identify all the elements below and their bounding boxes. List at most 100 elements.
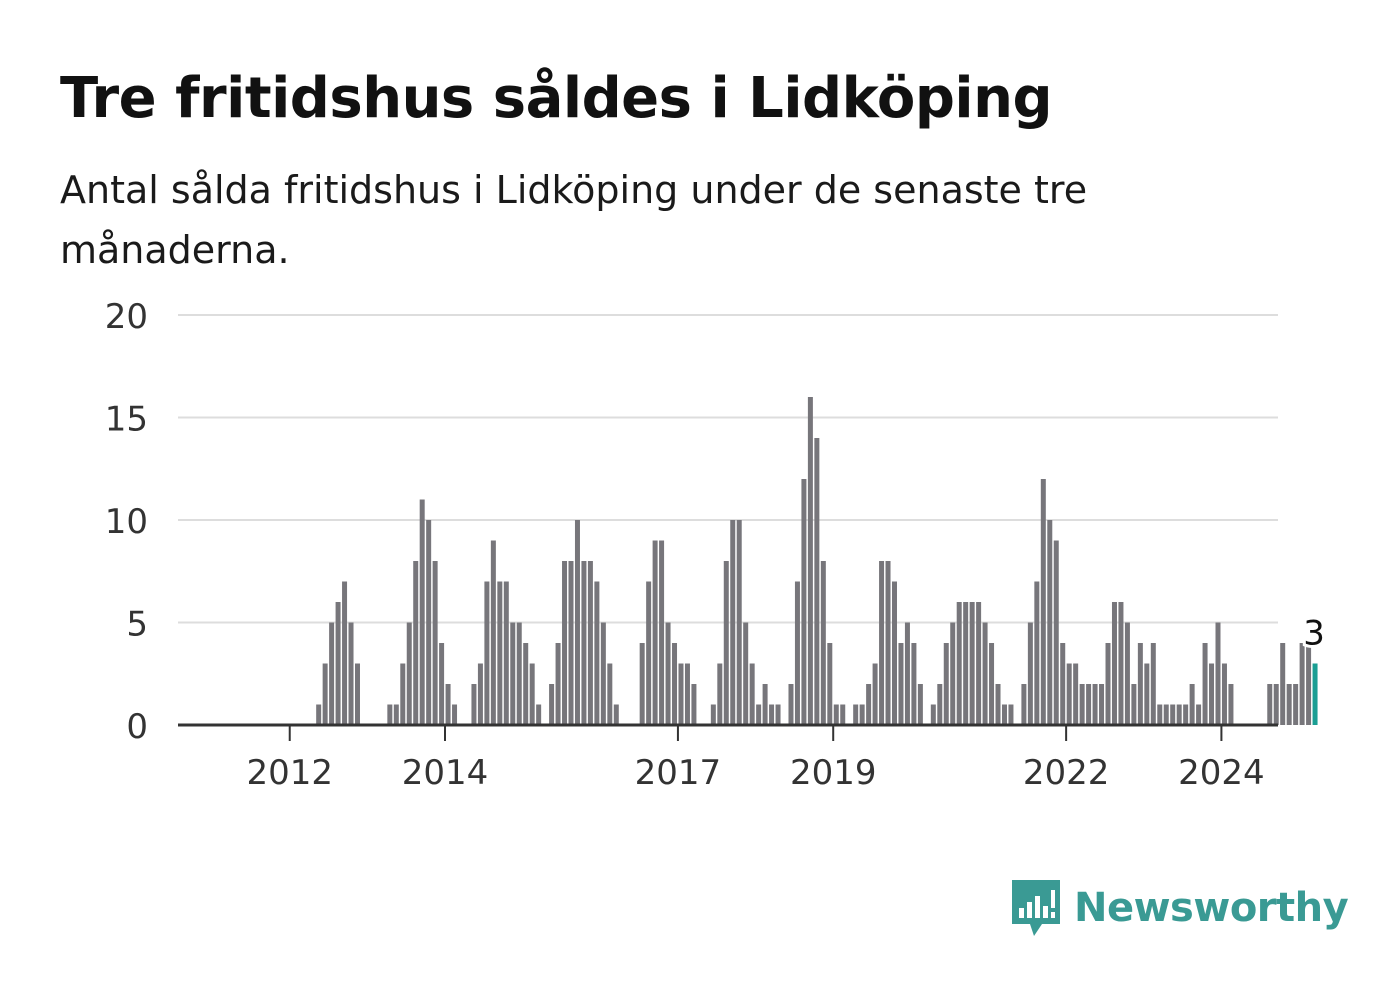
bar bbox=[646, 581, 652, 725]
bar bbox=[562, 561, 568, 725]
bar bbox=[536, 704, 542, 725]
bar bbox=[943, 643, 949, 725]
bar bbox=[387, 704, 393, 725]
bar bbox=[1034, 581, 1040, 725]
bar bbox=[1267, 684, 1273, 725]
bar bbox=[749, 663, 755, 725]
bar bbox=[872, 663, 878, 725]
bar bbox=[354, 663, 360, 725]
bar bbox=[659, 540, 665, 725]
bar bbox=[1131, 684, 1137, 725]
bar bbox=[1221, 663, 1227, 725]
newsworthy-logo: Newsworthy bbox=[1010, 878, 1349, 938]
bar bbox=[1086, 684, 1092, 725]
bar bbox=[930, 704, 936, 725]
bar bbox=[426, 520, 432, 725]
bar bbox=[400, 663, 406, 725]
bar bbox=[814, 438, 820, 725]
bar bbox=[892, 581, 897, 725]
bar bbox=[1137, 643, 1143, 725]
bar bbox=[788, 684, 794, 725]
bar bbox=[568, 561, 574, 725]
bar bbox=[827, 643, 833, 725]
bar bbox=[989, 643, 995, 725]
bar bbox=[995, 684, 1001, 725]
x-axis-ticks: 2012 2014 2017 2019 2022 2024 bbox=[246, 725, 1265, 793]
x-tick-label: 2012 bbox=[246, 753, 333, 793]
bar bbox=[529, 663, 535, 725]
y-tick-label: 20 bbox=[105, 297, 148, 337]
bar bbox=[1306, 643, 1312, 725]
bar bbox=[413, 561, 419, 725]
bar bbox=[471, 684, 477, 725]
annotations: 3 bbox=[1300, 611, 1328, 657]
y-tick-label: 10 bbox=[105, 502, 148, 542]
bar bbox=[1196, 704, 1202, 725]
bar bbox=[756, 704, 762, 725]
bar bbox=[1001, 704, 1007, 725]
chart-title: Tre fritidshus såldes i Lidköping bbox=[60, 66, 1053, 131]
y-tick-label: 5 bbox=[126, 605, 148, 645]
bar bbox=[1027, 622, 1033, 725]
bar bbox=[1299, 643, 1305, 725]
bar bbox=[840, 704, 846, 725]
bar bbox=[956, 602, 962, 725]
bar bbox=[503, 581, 509, 725]
bar bbox=[322, 663, 328, 725]
bar bbox=[691, 684, 697, 725]
bar bbox=[1215, 622, 1221, 725]
bar bbox=[1118, 602, 1124, 725]
x-tick-label: 2019 bbox=[790, 753, 877, 793]
bar bbox=[652, 540, 658, 725]
x-tick-label: 2024 bbox=[1178, 753, 1265, 793]
bar bbox=[672, 643, 678, 725]
bar bbox=[1163, 704, 1169, 725]
bar bbox=[393, 704, 399, 725]
bar bbox=[329, 622, 335, 725]
bar bbox=[587, 561, 593, 725]
bar bbox=[866, 684, 872, 725]
bar bbox=[1099, 684, 1105, 725]
bar bbox=[1176, 704, 1182, 725]
bar bbox=[969, 602, 975, 725]
bar bbox=[1053, 540, 1059, 725]
bar bbox=[762, 684, 768, 725]
bar bbox=[885, 561, 891, 725]
bar bbox=[1150, 643, 1156, 725]
bar bbox=[1183, 704, 1189, 725]
chart-subtitle: Antal sålda fritidshus i Lidköping under… bbox=[60, 168, 1088, 272]
bar bbox=[1092, 684, 1098, 725]
bar bbox=[1111, 602, 1117, 725]
bar bbox=[1144, 663, 1150, 725]
bar bbox=[1189, 684, 1195, 725]
bar bbox=[898, 643, 904, 725]
bar bbox=[982, 622, 988, 725]
bar bbox=[1209, 663, 1215, 725]
newsworthy-logo-icon bbox=[1012, 880, 1060, 936]
bar bbox=[516, 622, 522, 725]
bar bbox=[1228, 684, 1234, 725]
bar bbox=[963, 602, 969, 725]
bar bbox=[342, 581, 348, 725]
bar bbox=[523, 643, 529, 725]
bar bbox=[678, 663, 684, 725]
bar bbox=[316, 704, 322, 725]
bar bbox=[665, 622, 671, 725]
bar bbox=[581, 561, 587, 725]
bar bbox=[445, 684, 451, 725]
y-axis-labels: 0 5 10 15 20 bbox=[105, 297, 148, 747]
bar bbox=[743, 622, 749, 725]
x-tick-label: 2014 bbox=[402, 753, 489, 793]
bar bbox=[917, 684, 923, 725]
bar bbox=[710, 704, 716, 725]
bar bbox=[574, 520, 580, 725]
bar bbox=[1066, 663, 1072, 725]
y-tick-label: 0 bbox=[126, 707, 148, 747]
bar-highlight bbox=[1312, 663, 1318, 725]
bar bbox=[1293, 684, 1299, 725]
bar bbox=[432, 561, 438, 725]
bar bbox=[1060, 643, 1066, 725]
bar bbox=[607, 663, 613, 725]
brand-name: Newsworthy bbox=[1074, 885, 1349, 931]
bar bbox=[730, 520, 736, 725]
